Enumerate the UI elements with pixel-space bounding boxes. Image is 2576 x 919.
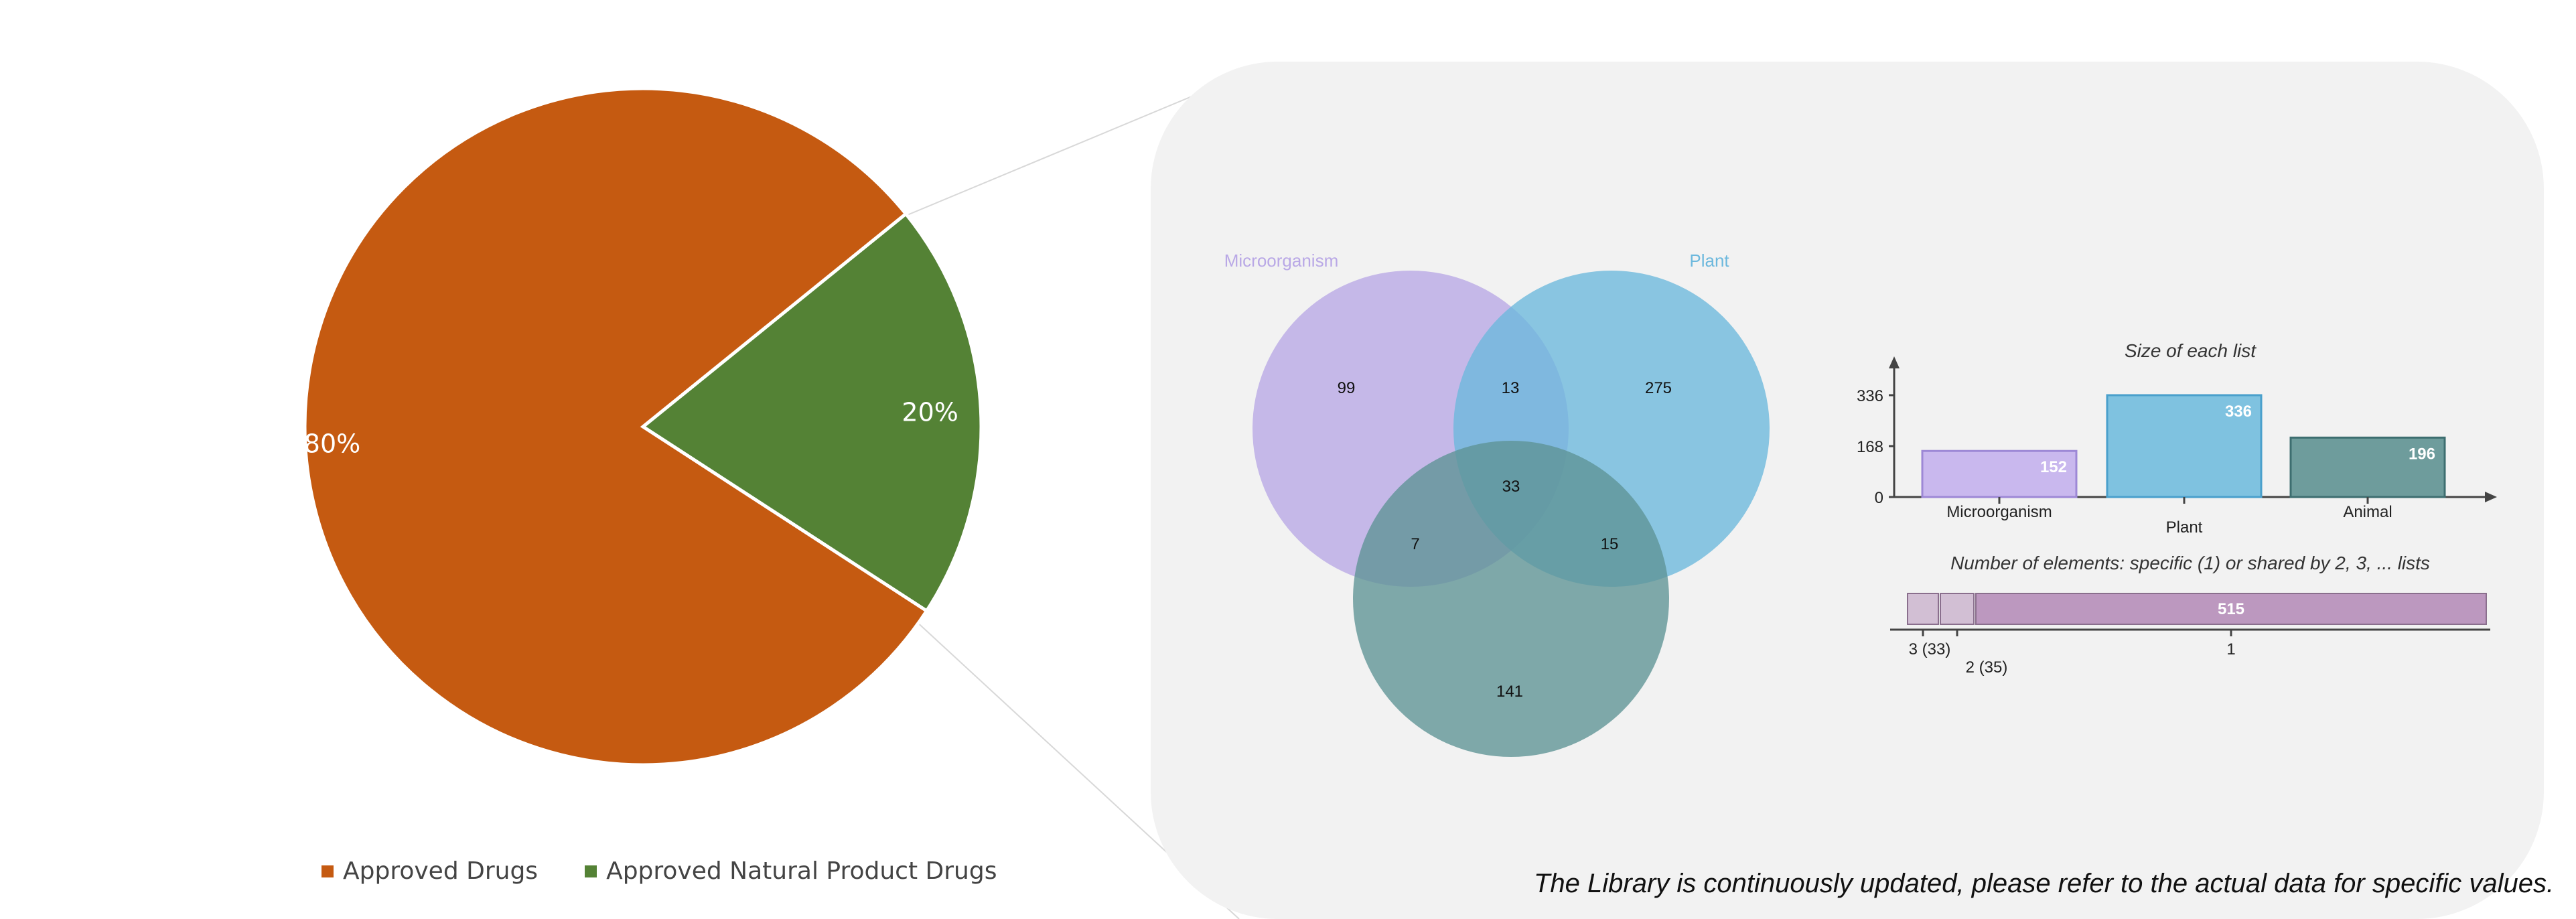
list-size-chart: Size of each list 0 168 336 152 Microorganis… [1857, 340, 2497, 537]
pie-label-natural-product-drugs: 20% [902, 398, 958, 427]
pie-chart: 20% 80% [303, 86, 983, 767]
y-tick-label: 336 [1857, 387, 1883, 405]
legend-item-natural-product-drugs: Approved Natural Product Drugs [585, 857, 997, 885]
x-tick-label: Microorganism [1946, 503, 2052, 521]
venn-diagram: Microorganism Plant 99 13 275 33 7 15 14… [1224, 251, 1770, 757]
legend-label-natural-product-drugs: Approved Natural Product Drugs [606, 857, 997, 885]
bar-plant [2106, 394, 2263, 498]
shared-segment-1 [1907, 593, 1939, 625]
x-axis-arrow-icon [2485, 492, 2497, 502]
shared-segment-3 [1975, 593, 2487, 625]
legend-label-approved-drugs: Approved Drugs [343, 857, 539, 885]
venn-set-label-plant: Plant [1689, 251, 1729, 271]
venn-count-plant-animal: 15 [1601, 535, 1619, 553]
legend-item-approved-drugs: Approved Drugs [321, 857, 538, 885]
venn-count-all-three: 33 [1502, 478, 1520, 496]
list-size-title: Size of each list [2125, 340, 2257, 361]
shared-segment-label: 1 [2226, 640, 2235, 658]
venn-circle-animal [1353, 441, 1669, 757]
pie-legend: Approved Drugs Approved Natural Product … [321, 857, 997, 885]
shared-segment-label: 3 (33) [1909, 640, 1951, 658]
legend-swatch-natural-product-drugs [585, 865, 597, 877]
bar-value-label: 152 [2040, 458, 2067, 476]
venn-count-animal-only: 141 [1496, 683, 1523, 701]
bar-value-label: 336 [2225, 403, 2252, 421]
bar-microorganism [1921, 449, 2078, 498]
legend-swatch-approved-drugs [321, 865, 334, 877]
shared-elements-title: Number of elements: specific (1) or shar… [1950, 553, 2430, 573]
y-tick-label: 168 [1857, 438, 1883, 456]
shared-segment-label: 2 (35) [1966, 658, 2008, 677]
pie-slice-approved-drugs [303, 86, 929, 767]
venn-set-label-microorganism: Microorganism [1224, 251, 1339, 271]
shared-elements-chart: Number of elements: specific (1) or shar… [1890, 553, 2490, 677]
footnote: The Library is continuously updated, ple… [1534, 869, 2555, 898]
x-tick-label: Plant [2166, 518, 2203, 537]
pie-slice-natural-product-drugs [640, 211, 983, 614]
y-tick-label: 0 [1875, 489, 1883, 507]
bar-value-label: 196 [2409, 445, 2435, 463]
venn-count-microorganism-only: 99 [1338, 379, 1356, 397]
x-tick-label: Animal [2343, 503, 2392, 521]
venn-count-microorganism-animal: 7 [1411, 535, 1419, 553]
shared-segment-value: 515 [2218, 600, 2244, 618]
venn-count-plant-only: 275 [1645, 379, 1672, 397]
shared-segment-2 [1940, 593, 1975, 625]
y-axis-arrow-icon [1889, 356, 1900, 368]
venn-count-microorganism-plant: 13 [1502, 379, 1520, 397]
pie-label-approved-drugs: 80% [304, 429, 360, 458]
